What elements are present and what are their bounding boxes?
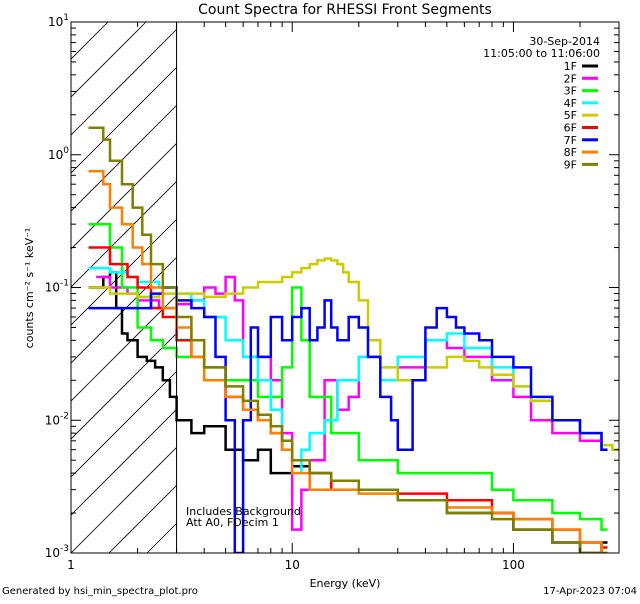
series-3F bbox=[88, 222, 608, 531]
legend-label-1F: 1F bbox=[564, 60, 577, 73]
legend-label-6F: 6F bbox=[564, 122, 577, 135]
series-9F bbox=[88, 126, 608, 553]
series-5F bbox=[88, 257, 619, 451]
legend-label-3F: 3F bbox=[564, 85, 577, 98]
y-axis-label: counts cm⁻² s⁻¹ keV⁻¹ bbox=[23, 228, 36, 349]
legend-label-2F: 2F bbox=[564, 72, 577, 85]
footer-date: 17-Apr-2023 07:04 bbox=[543, 586, 637, 597]
legend-label-5F: 5F bbox=[564, 109, 577, 122]
chart-title: Count Spectra for RHESSI Front Segments bbox=[198, 2, 492, 18]
y-tick-label: 101 bbox=[48, 13, 69, 29]
legend-label-4F: 4F bbox=[564, 97, 577, 110]
series-8F bbox=[88, 170, 608, 553]
y-tick-label: 10-1 bbox=[45, 279, 69, 295]
y-tick-label: 10-2 bbox=[45, 411, 69, 427]
footer-generated-by: Generated by hsi_min_spectra_plot.pro bbox=[2, 586, 198, 597]
x-tick-label: 10 bbox=[285, 558, 300, 572]
y-tick-label: 10-3 bbox=[45, 544, 69, 560]
legend-label-7F: 7F bbox=[564, 134, 577, 147]
legend-label-8F: 8F bbox=[564, 146, 577, 159]
x-tick-label: 100 bbox=[502, 558, 525, 572]
series-7F bbox=[88, 286, 608, 553]
annotation-background: Includes Background bbox=[186, 505, 301, 518]
legend-label-9F: 9F bbox=[564, 158, 577, 171]
annotation-attenuator: Att A0, FDecim 1 bbox=[186, 516, 279, 529]
x-tick-label: 1 bbox=[67, 558, 75, 572]
x-axis-label: Energy (keV) bbox=[310, 577, 381, 590]
legend-time-range: 11:05:00 to 11:06:00 bbox=[483, 47, 600, 60]
legend-date: 30-Sep-2014 bbox=[529, 35, 600, 48]
y-tick-label: 100 bbox=[48, 146, 69, 162]
